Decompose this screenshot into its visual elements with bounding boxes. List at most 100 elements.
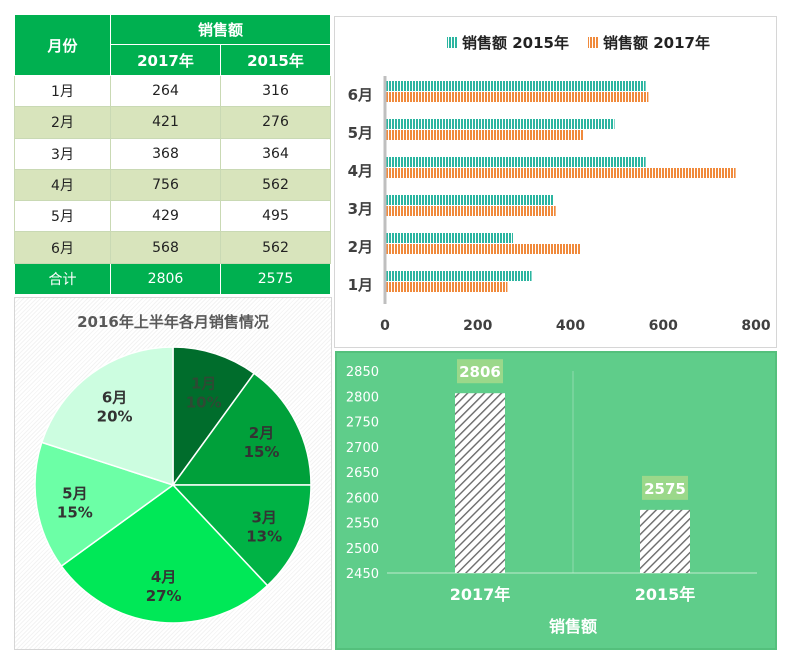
legend-swatch (588, 37, 599, 48)
category-label: 2月 (348, 238, 373, 256)
table-row: 1月 264 316 (14, 74, 332, 108)
pie-label-name: 6月 (102, 389, 127, 407)
tick-label: 2650 (346, 466, 379, 481)
bar-2017 (385, 244, 581, 254)
cell-2017: 756 (110, 168, 221, 202)
tick-label: 2600 (346, 491, 379, 506)
pie-slice (40, 346, 174, 487)
cell-2015: 364 (219, 137, 332, 170)
pie-label-name: 5月 (62, 485, 87, 503)
pie-label-percent: 13% (246, 527, 282, 545)
bar-2015 (385, 119, 615, 129)
cell-month: 4月 (14, 168, 111, 202)
tick-label: 2500 (346, 542, 379, 557)
pie-chart: 2016年上半年各月销售情况 1月10%2月15%3月13%4月27%5月15%… (34, 313, 312, 624)
pie-slice (171, 372, 312, 486)
column-tick-labels: 2450 2500 2550 2600 2650 2700 2750 2800 2850 (346, 365, 379, 582)
column-category-label: 2017年 (450, 585, 511, 604)
category-label: 5月 (348, 124, 373, 142)
tick-label: 600 (649, 318, 678, 334)
bar-2015 (385, 81, 646, 91)
category-label: 3月 (348, 200, 373, 218)
sales-table-panel: 月份 销售额 2017年 2015年 1月 264 316 2月 421 276… (14, 14, 332, 296)
cell-2015: 316 (219, 74, 332, 108)
legend-swatch (447, 37, 458, 48)
pie-label-name: 1月 (191, 375, 216, 393)
pie-label-percent: 15% (57, 504, 93, 522)
bar-2017 (385, 282, 508, 292)
hbar-chart: 销售额 2015年 销售额 2017年 1月 2月 3月 4月 5月 6月 0 200 400 6… (348, 34, 771, 334)
tick-label: 2550 (346, 517, 379, 532)
cell-2017: 421 (110, 106, 221, 139)
pie-slice (60, 484, 269, 624)
tick-label: 400 (556, 318, 585, 334)
table-total-row: 合计 2806 2575 (14, 262, 332, 296)
cell-2015: 276 (219, 106, 332, 139)
column-value-box (457, 359, 503, 384)
column-category-labels: 2017年 2015年 (450, 585, 696, 604)
table-row: 4月 756 562 (14, 168, 332, 202)
cell-month: 5月 (14, 200, 111, 233)
tick-label: 2750 (346, 416, 379, 431)
cell-month: 2月 (14, 106, 111, 139)
bar-2015 (385, 271, 532, 281)
cell-total-label: 合计 (14, 262, 111, 296)
cell-2017: 429 (110, 200, 221, 233)
table-row: 3月 368 364 (14, 137, 332, 170)
pie-label-name: 2月 (249, 424, 274, 442)
sales-table: 月份 销售额 2017年 2015年 1月 264 316 2月 421 276… (14, 14, 332, 296)
header-2015: 2015年 (219, 44, 332, 76)
bar-2017 (385, 92, 649, 102)
column-chart-panel: 2450 2500 2550 2600 2650 2700 2750 2800 2850 280… (335, 351, 777, 650)
cell-month: 1月 (14, 74, 111, 108)
pie-slice (172, 346, 256, 488)
category-label: 4月 (348, 162, 373, 180)
bar-2015 (385, 195, 554, 205)
column-bars: 2806 2575 (455, 359, 690, 573)
hbar-tick-labels: 0 200 400 600 800 (380, 318, 771, 334)
table-row: 2月 421 276 (14, 106, 332, 139)
bar-2017 (385, 206, 556, 216)
pie-label-percent: 15% (244, 443, 280, 461)
header-sales: 销售额 (109, 14, 332, 45)
bar-2017 (385, 168, 736, 178)
pie-label-percent: 27% (146, 587, 182, 605)
column-bar (455, 393, 505, 573)
cell-2017: 368 (110, 137, 221, 170)
column-axis-title: 销售额 (549, 617, 597, 636)
tick-label: 0 (380, 318, 390, 334)
pie-title: 2016年上半年各月销售情况 (77, 313, 269, 331)
hbar-chart-panel: 销售额 2015年 销售额 2017年 1月 2月 3月 4月 5月 6月 0 200 400 6… (334, 16, 777, 348)
pie-slice (171, 484, 312, 587)
bar-2017 (385, 130, 584, 140)
category-label: 6月 (348, 86, 373, 104)
hbar-legend: 销售额 2015年 销售额 2017年 (447, 34, 710, 52)
column-value-label: 2575 (644, 480, 686, 498)
tick-label: 2450 (346, 567, 379, 582)
column-category-label: 2015年 (635, 585, 696, 604)
cell-month: 3月 (14, 137, 111, 170)
bar-2015 (385, 157, 646, 167)
hbar-category-labels: 1月 2月 3月 4月 5月 6月 (348, 86, 373, 294)
cell-month: 6月 (14, 231, 111, 264)
cell-2015: 495 (219, 200, 332, 233)
tick-label: 2850 (346, 365, 379, 380)
pie-label-percent: 20% (97, 408, 133, 426)
table-row: 5月 429 495 (14, 200, 332, 233)
pie-label-name: 3月 (251, 508, 276, 526)
pie-chart-panel: 2016年上半年各月销售情况 1月 10% 2月 15% 3月 13% 4月 27% 5月 15%… (14, 297, 332, 650)
header-2017: 2017年 (110, 44, 221, 76)
tick-label: 2800 (346, 390, 379, 405)
header-month: 月份 (14, 14, 111, 76)
category-label: 1月 (348, 276, 373, 294)
pie-label-percent: 10% (186, 394, 222, 412)
pie-label-name: 4月 (151, 568, 176, 586)
cell-2015: 562 (219, 168, 332, 202)
pie-slices (34, 346, 312, 624)
column-value-label: 2806 (459, 363, 501, 381)
tick-label: 800 (741, 318, 770, 334)
cell-2015: 562 (219, 231, 332, 264)
cell-2017: 568 (110, 231, 221, 264)
pie-slice (34, 441, 175, 568)
